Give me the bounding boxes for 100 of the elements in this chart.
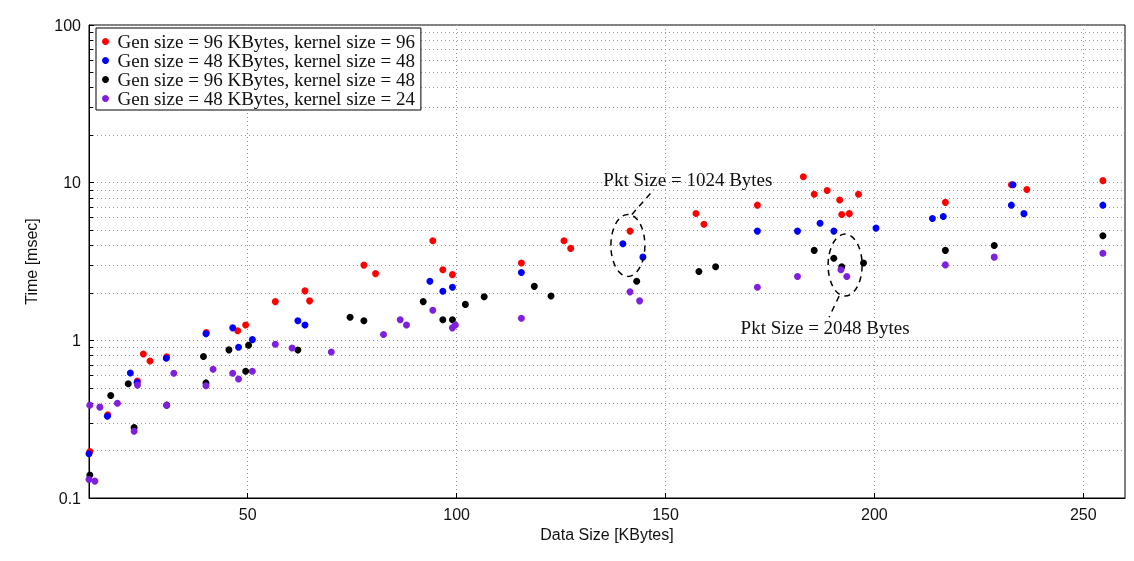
point <box>426 277 434 285</box>
point <box>830 254 838 262</box>
point <box>810 190 818 198</box>
point <box>838 211 846 219</box>
point <box>860 259 867 267</box>
point <box>517 269 525 277</box>
point <box>560 237 568 245</box>
y-axis-title: Time [msec] <box>22 218 40 305</box>
point <box>327 348 335 356</box>
point <box>248 367 256 375</box>
point <box>1099 177 1107 185</box>
point <box>439 316 447 324</box>
point <box>816 219 824 227</box>
point <box>530 282 538 290</box>
point <box>836 196 844 204</box>
point <box>225 346 233 354</box>
point <box>96 403 104 411</box>
point <box>360 317 368 325</box>
point <box>636 297 644 305</box>
point <box>567 244 575 252</box>
point <box>990 253 998 261</box>
x-tick-label: 200 <box>861 505 888 523</box>
point <box>360 261 368 269</box>
point <box>517 314 525 322</box>
point <box>712 263 720 271</box>
y-tick-label: 10 <box>63 174 82 192</box>
point <box>306 297 314 305</box>
point <box>794 273 801 280</box>
point <box>854 190 862 198</box>
legend-label: Gen size = 96 KBytes, kernel size = 96 <box>117 31 415 52</box>
point <box>843 273 851 280</box>
point <box>448 271 456 279</box>
point <box>91 477 99 485</box>
point <box>823 186 831 194</box>
point <box>753 201 761 209</box>
point <box>294 317 302 325</box>
point <box>301 287 309 295</box>
point <box>113 399 121 407</box>
point <box>402 321 410 329</box>
point <box>271 340 279 348</box>
point <box>845 210 853 218</box>
point <box>941 261 949 269</box>
point <box>753 227 761 235</box>
point <box>242 367 250 375</box>
point <box>448 316 456 324</box>
point <box>130 427 138 435</box>
point <box>242 321 250 329</box>
x-tick-label: 100 <box>443 505 471 523</box>
point <box>126 369 134 377</box>
y-tick-label: 0.1 <box>58 489 82 507</box>
point <box>139 350 147 358</box>
point <box>1099 201 1107 209</box>
point <box>419 298 427 306</box>
point <box>235 375 243 383</box>
point <box>1023 186 1031 194</box>
annotation: Pkt Size = 2048 Bytes <box>740 316 910 338</box>
point <box>517 259 525 267</box>
point <box>753 283 761 291</box>
point <box>229 324 237 332</box>
point <box>794 227 801 235</box>
point <box>1099 249 1107 257</box>
x-tick-label: 50 <box>238 505 257 523</box>
y-tick-label: 1 <box>72 331 82 349</box>
point <box>941 198 949 206</box>
point <box>372 270 380 278</box>
point <box>692 210 700 218</box>
point <box>439 266 447 274</box>
point <box>429 306 437 314</box>
x-axis-title: Data Size [KBytes] <box>540 526 674 544</box>
point <box>271 298 279 306</box>
point <box>830 227 838 235</box>
point <box>229 369 237 377</box>
annotation: Pkt Size = 1024 Bytes <box>603 168 773 190</box>
point <box>799 173 807 181</box>
point <box>209 365 217 373</box>
point <box>990 242 998 250</box>
point <box>810 246 818 254</box>
point <box>939 213 947 221</box>
point <box>448 283 456 291</box>
point <box>1099 232 1107 240</box>
point <box>396 316 404 324</box>
point <box>941 246 949 254</box>
point <box>346 313 354 321</box>
point <box>633 277 641 285</box>
point <box>199 352 207 360</box>
point <box>1007 201 1015 209</box>
y-tick-label: 100 <box>54 16 82 34</box>
x-tick-label: 250 <box>1069 505 1097 523</box>
point <box>461 300 469 308</box>
point <box>928 214 936 222</box>
point <box>107 391 115 399</box>
point <box>429 237 437 245</box>
point <box>700 220 708 228</box>
point <box>248 336 256 344</box>
point <box>695 268 703 276</box>
point <box>619 240 627 248</box>
point <box>170 369 178 377</box>
point <box>480 293 488 301</box>
point <box>235 343 243 351</box>
point <box>1020 210 1028 218</box>
